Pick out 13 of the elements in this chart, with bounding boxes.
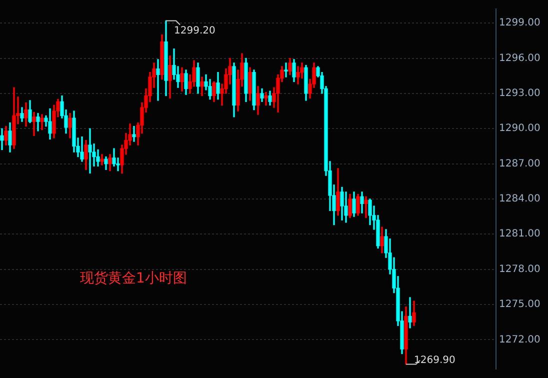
y-tick-label: 1284.00 xyxy=(499,194,540,205)
y-tick-label: 1278.00 xyxy=(499,264,540,275)
y-tick-label: 1281.00 xyxy=(499,228,540,240)
y-tick-label: 1290.00 xyxy=(499,123,540,134)
y-tick-label: 1287.00 xyxy=(499,158,540,170)
y-tick-label: 1299.00 xyxy=(499,18,540,29)
y-tick-label: 1272.00 xyxy=(499,334,540,346)
text: 现货黄金1小时图 xyxy=(80,270,187,287)
annotation: 1269.90 xyxy=(414,354,456,366)
annotation: 1299.20 xyxy=(174,25,216,36)
y-tick-label: 1293.00 xyxy=(499,88,540,100)
y-tick-label: 1296.00 xyxy=(499,52,540,64)
y-tick-label: 1275.00 xyxy=(499,299,540,310)
